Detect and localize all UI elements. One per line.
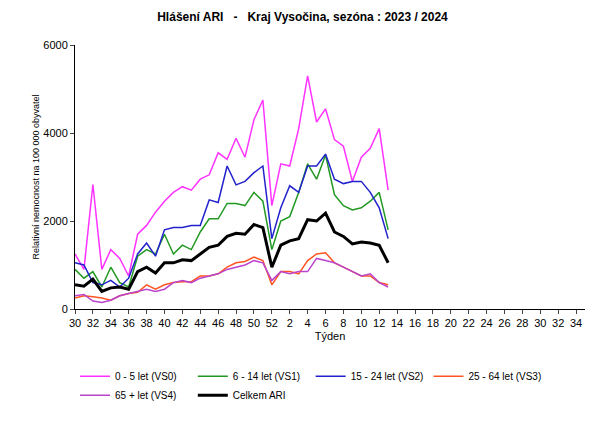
svg-text:8: 8: [340, 317, 346, 329]
svg-text:Týden: Týden: [315, 330, 346, 342]
svg-text:0: 0: [62, 303, 68, 315]
svg-text:30: 30: [69, 317, 81, 329]
svg-text:2000: 2000: [43, 215, 67, 227]
svg-text:6000: 6000: [43, 39, 67, 51]
svg-text:Celkem ARI: Celkem ARI: [233, 390, 286, 401]
svg-text:38: 38: [140, 317, 152, 329]
svg-text:18: 18: [427, 317, 439, 329]
svg-text:20: 20: [445, 317, 457, 329]
svg-text:46: 46: [212, 317, 224, 329]
svg-text:24: 24: [480, 317, 492, 329]
svg-text:52: 52: [266, 317, 278, 329]
svg-text:48: 48: [230, 317, 242, 329]
svg-text:32: 32: [87, 317, 99, 329]
svg-text:0 - 5 let (VS0): 0 - 5 let (VS0): [115, 371, 177, 382]
svg-text:Relativní nemocnost na 100 000: Relativní nemocnost na 100 000 obyvatel: [31, 94, 41, 259]
svg-text:6: 6: [322, 317, 328, 329]
svg-text:34: 34: [570, 317, 582, 329]
svg-text:50: 50: [248, 317, 260, 329]
svg-text:36: 36: [123, 317, 135, 329]
svg-text:34: 34: [105, 317, 117, 329]
svg-text:32: 32: [552, 317, 564, 329]
svg-text:10: 10: [355, 317, 367, 329]
svg-text:40: 40: [158, 317, 170, 329]
svg-text:16: 16: [409, 317, 421, 329]
svg-text:4: 4: [305, 317, 311, 329]
svg-text:26: 26: [498, 317, 510, 329]
svg-text:6 - 14 let (VS1): 6 - 14 let (VS1): [233, 371, 300, 382]
svg-text:15 - 24 let (VS2): 15 - 24 let (VS2): [351, 371, 424, 382]
svg-text:4000: 4000: [43, 127, 67, 139]
svg-text:42: 42: [176, 317, 188, 329]
svg-text:28: 28: [516, 317, 528, 329]
svg-text:65 + let (VS4): 65 + let (VS4): [115, 390, 176, 401]
svg-text:44: 44: [194, 317, 206, 329]
svg-text:30: 30: [534, 317, 546, 329]
svg-text:14: 14: [391, 317, 403, 329]
svg-text:Hlášení ARI - Kraj Vysočin: Hlášení ARI - Kraj Vysočina, sezóna : 20…: [157, 10, 448, 24]
svg-text:25 - 64 let (VS3): 25 - 64 let (VS3): [468, 371, 541, 382]
svg-text:12: 12: [373, 317, 385, 329]
svg-text:2: 2: [287, 317, 293, 329]
svg-text:22: 22: [463, 317, 475, 329]
